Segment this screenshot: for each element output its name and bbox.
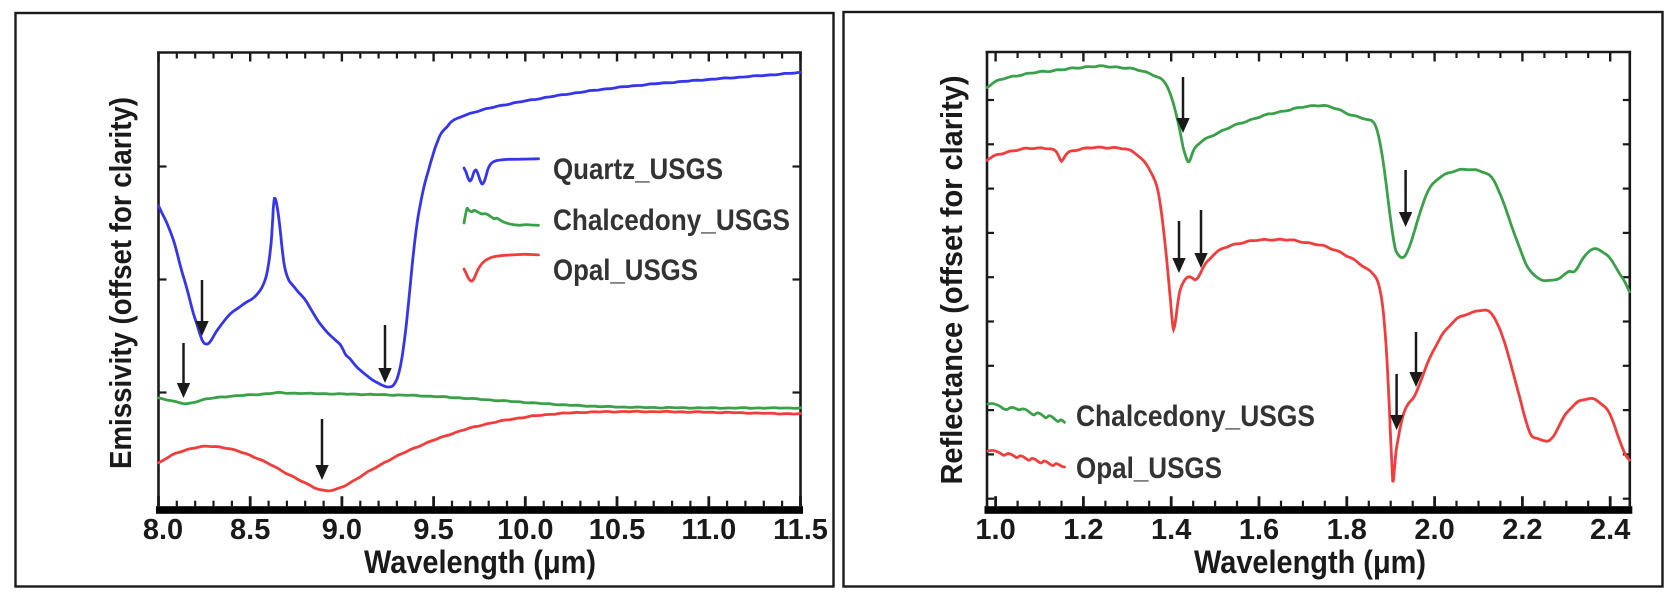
svg-text:10.5: 10.5 (589, 514, 645, 546)
svg-text:11.5: 11.5 (773, 514, 828, 546)
svg-text:11.0: 11.0 (681, 514, 736, 546)
svg-text:9.0: 9.0 (322, 514, 362, 546)
svg-text:1.8: 1.8 (1327, 514, 1367, 546)
svg-text:10.0: 10.0 (497, 514, 553, 546)
svg-text:1.4: 1.4 (1151, 514, 1191, 546)
svg-text:1.2: 1.2 (1063, 514, 1103, 546)
svg-text:Chalcedony_USGS: Chalcedony_USGS (553, 204, 790, 237)
svg-text:8.0: 8.0 (143, 514, 183, 546)
svg-text:Emissivity (offset for clarity: Emissivity (offset for clarity) (104, 97, 138, 469)
svg-text:Reflectance (offset for clarit: Reflectance (offset for clarity) (935, 76, 969, 485)
svg-text:Wavelength (μm): Wavelength (μm) (364, 544, 596, 580)
svg-text:9.5: 9.5 (413, 514, 453, 546)
svg-text:2.0: 2.0 (1414, 514, 1454, 546)
svg-text:Chalcedony_USGS: Chalcedony_USGS (1076, 400, 1315, 433)
svg-text:Opal_USGS: Opal_USGS (553, 254, 698, 287)
svg-text:Quartz_USGS: Quartz_USGS (553, 153, 723, 186)
svg-text:Wavelength (μm): Wavelength (μm) (1194, 544, 1426, 580)
svg-text:8.5: 8.5 (230, 514, 270, 546)
svg-text:Opal_USGS: Opal_USGS (1076, 452, 1222, 485)
svg-text:1.6: 1.6 (1239, 514, 1279, 546)
svg-text:2.2: 2.2 (1502, 514, 1542, 546)
svg-text:2.4: 2.4 (1590, 514, 1630, 546)
svg-text:1.0: 1.0 (975, 514, 1015, 546)
